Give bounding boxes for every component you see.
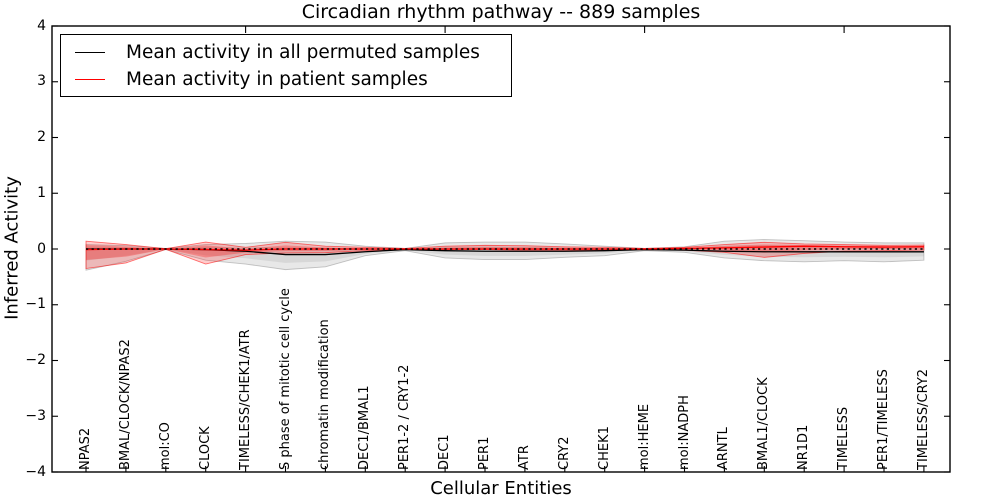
x-tick-label: DEC1/BMAL1 [357, 385, 373, 471]
x-tick-label: mol:HEME [636, 403, 652, 470]
legend-item-permuted: Mean activity in all permuted samples [61, 39, 511, 66]
y-tick-label: 3 [37, 73, 46, 90]
x-tick-label: CLOCK [197, 426, 213, 470]
x-tick-label: PER1-2 / CRY1-2 [397, 364, 413, 470]
x-tick-label: S phase of mitotic cell cycle [277, 288, 293, 470]
x-tick-label: ATR [516, 445, 532, 470]
y-tick-label: 1 [37, 184, 46, 201]
x-tick-label: PER1/TIMELESS [876, 369, 891, 470]
y-tick-label: 2 [37, 129, 46, 145]
x-tick-label: mol:NADPH [676, 395, 692, 470]
legend-label-permuted: Mean activity in all permuted samples [126, 42, 480, 63]
y-tick-label: 4 [37, 17, 46, 34]
legend-item-patient: Mean activity in patient samples [61, 66, 511, 93]
x-tick-label: PER1 [477, 436, 492, 470]
chart-title: Circadian rhythm pathway -- 889 samples [301, 1, 701, 23]
legend-box: Mean activity in all permuted samples Me… [60, 34, 512, 97]
x-tick-label: mol:CO [157, 422, 173, 470]
x-tick-label: NR1D1 [796, 424, 812, 470]
x-tick-label: ARNTL [716, 427, 732, 470]
line-patient-mean [85, 245, 924, 251]
x-tick-label: BMAL/CLOCK/NPAS2 [117, 339, 133, 470]
x-tick-label: chromatin modification [317, 319, 333, 470]
x-tick-label: TIMELESS [836, 406, 852, 470]
band-permuted-outer [85, 239, 925, 271]
x-tick-label: NPAS2 [78, 427, 93, 470]
y-tick-label: −1 [25, 296, 46, 313]
x-axis-label: Cellular Entities [430, 478, 572, 499]
y-tick-label: −3 [25, 407, 46, 424]
legend-line-patient-icon [75, 79, 105, 80]
x-tick-label: CHEK1 [596, 426, 612, 470]
y-tick-label: −2 [25, 352, 46, 368]
x-tick-label: BMAL1/CLOCK [756, 377, 772, 470]
y-tick-label: 0 [37, 240, 46, 257]
x-tick-label: CRY2 [556, 436, 572, 471]
y-tick-label: −4 [25, 463, 46, 480]
x-tick-label: DEC1 [437, 434, 453, 470]
x-tick-label: TIMELESS/CRY2 [915, 368, 931, 470]
x-tick-label: TIMELESS/CHEK1/ATR [237, 329, 253, 470]
legend-label-patient: Mean activity in patient samples [126, 69, 428, 90]
legend-line-permuted-icon [75, 52, 105, 53]
